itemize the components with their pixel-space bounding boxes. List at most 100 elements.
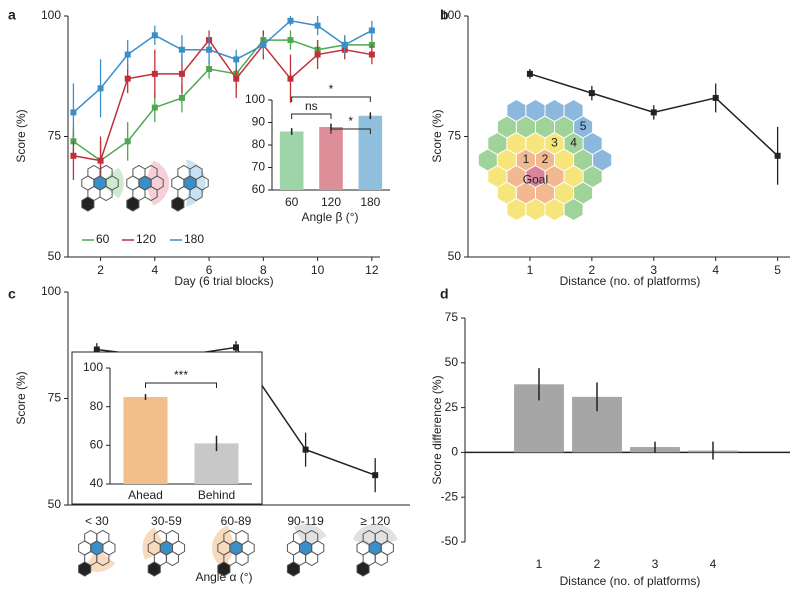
y-tick-label: 100	[41, 8, 61, 22]
diagram-label: 5	[580, 119, 587, 133]
significance-label: ***	[174, 368, 188, 382]
point	[712, 94, 719, 101]
hexagon	[286, 561, 300, 577]
significance-bracket	[145, 382, 217, 388]
hexagon	[78, 561, 92, 577]
y-tick-label: 80	[90, 399, 104, 413]
point	[70, 109, 77, 116]
x-axis-label: Day (6 trial blocks)	[174, 274, 273, 288]
x-axis-label: Distance (no. of platforms)	[560, 274, 701, 288]
hexagon	[235, 529, 249, 546]
panel-label: d	[440, 286, 449, 302]
line	[72, 39, 372, 162]
panel-label: a	[8, 7, 16, 23]
x-tick-label: 90-119	[287, 514, 324, 528]
x-tick-label: 4	[151, 263, 158, 277]
point	[178, 46, 185, 53]
y-tick-label: 0	[451, 445, 458, 459]
hexagon	[99, 164, 113, 181]
diagram-label: Goal	[523, 173, 548, 187]
bar	[319, 127, 343, 190]
y-tick-label: 40	[90, 476, 104, 490]
hexagon	[126, 196, 140, 212]
point	[151, 32, 158, 39]
x-tick-label: 10	[311, 263, 325, 277]
x-tick-label: 30-59	[151, 514, 182, 528]
x-tick-label: 5	[774, 263, 781, 277]
point	[151, 104, 158, 111]
x-tick-label: Behind	[198, 488, 235, 502]
diagram-label: 3	[551, 136, 558, 150]
hexagon	[153, 529, 167, 546]
x-axis-label: Angle β (°)	[301, 210, 358, 224]
point	[233, 344, 239, 351]
point	[368, 51, 375, 58]
x-axis-label: Distance (no. of platforms)	[560, 574, 701, 588]
view-wedge	[293, 524, 327, 548]
y-axis-label: Score (%)	[14, 109, 28, 162]
view-wedge	[100, 167, 124, 199]
panel-label: b	[440, 7, 449, 23]
view-wedge	[212, 525, 236, 569]
hexagon	[293, 529, 307, 546]
x-tick-label: 60	[285, 195, 299, 209]
point	[124, 138, 131, 145]
y-tick-label: 25	[445, 400, 459, 414]
point	[70, 152, 77, 159]
point	[588, 90, 595, 97]
x-tick-label: 4	[712, 263, 719, 277]
view-wedge	[145, 160, 170, 206]
hexagon	[165, 550, 179, 567]
x-tick-label: 8	[260, 263, 267, 277]
hexagon	[81, 196, 95, 212]
bar	[123, 397, 168, 484]
y-tick-label: 100	[441, 8, 461, 22]
y-tick-label: 100	[245, 92, 265, 106]
y-axis-label: Score (%)	[14, 371, 28, 424]
point	[368, 27, 375, 34]
y-tick-label: 60	[90, 438, 104, 452]
diagram-label: 4	[570, 136, 577, 150]
y-tick-label: 75	[48, 391, 62, 405]
hexagon	[362, 529, 376, 546]
point	[774, 152, 781, 159]
hexagon	[177, 164, 191, 181]
hexagon	[356, 561, 370, 577]
hexagon	[235, 550, 249, 567]
hexagon	[84, 529, 98, 546]
significance-label: *	[329, 82, 334, 96]
hexagon	[147, 561, 161, 577]
point	[178, 94, 185, 101]
hexagon	[96, 529, 110, 546]
x-tick-label: 12	[365, 263, 379, 277]
x-tick-label: 120	[321, 195, 341, 209]
point	[124, 51, 131, 58]
bar	[279, 131, 304, 190]
point	[233, 75, 240, 82]
hexagon	[374, 550, 388, 567]
view-wedge	[84, 548, 116, 572]
point	[97, 157, 104, 164]
bar	[358, 115, 383, 190]
point	[97, 85, 104, 92]
hexagon	[171, 196, 185, 212]
panel-label: c	[8, 286, 16, 302]
x-tick-label: 3	[650, 263, 657, 277]
y-tick-label: 80	[252, 137, 266, 151]
significance-bracket	[291, 113, 332, 119]
x-tick-label: 1	[536, 557, 543, 571]
line	[73, 38, 372, 162]
point	[650, 109, 657, 116]
point	[341, 41, 348, 48]
significance-bracket	[291, 96, 371, 102]
point	[260, 41, 267, 48]
point	[314, 22, 321, 29]
y-tick-label: 100	[83, 360, 103, 374]
y-tick-label: 70	[252, 160, 266, 174]
y-tick-label: 90	[252, 115, 266, 129]
hexagon	[217, 561, 231, 577]
hexagon	[87, 164, 101, 181]
x-tick-label: 2	[594, 557, 601, 571]
y-tick-label: 75	[445, 310, 459, 324]
